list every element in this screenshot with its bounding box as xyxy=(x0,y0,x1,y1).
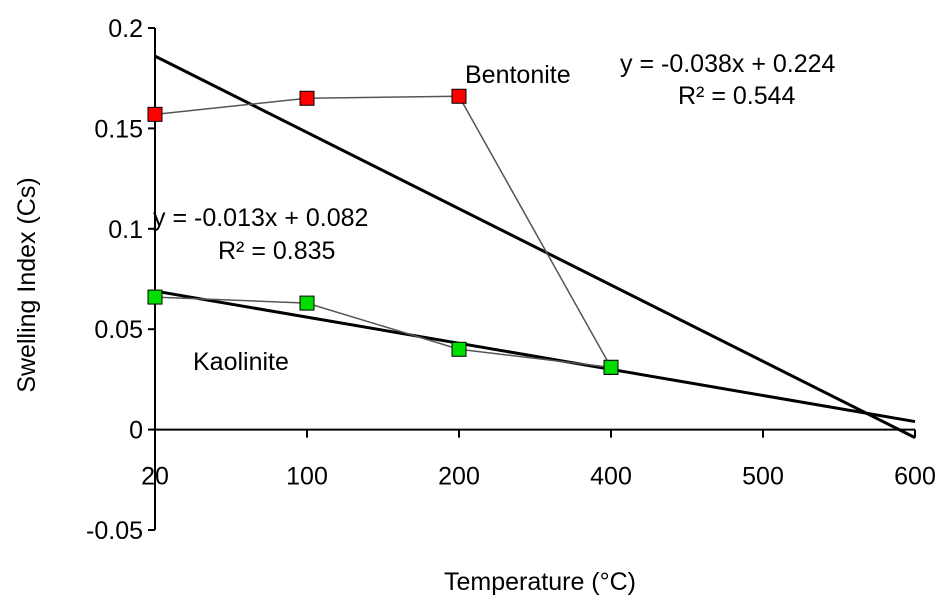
y-tick-label: 0.15 xyxy=(94,115,143,143)
trendlines xyxy=(154,54,916,439)
data-point-kaolinite xyxy=(451,341,467,357)
data-point-kaolinite xyxy=(603,359,619,375)
kaolinite-trend-r2: R² = 0.835 xyxy=(218,237,335,265)
x-tick-label: 200 xyxy=(438,463,480,491)
series-lines xyxy=(154,95,612,369)
bentonite-trend-r2: R² = 0.544 xyxy=(678,82,796,110)
axes: -0.05 0 0.05 0.1 0.15 0.2 20 100 200 400 500 600 xyxy=(86,15,935,545)
series-line-bentonite xyxy=(154,95,612,368)
trendline-bentonite xyxy=(154,54,916,439)
x-tick-label: 600 xyxy=(894,463,935,491)
x-tick-label: 500 xyxy=(742,463,784,491)
bentonite-trend-equation: y = -0.038x + 0.224 xyxy=(620,50,836,78)
x-tick-label: 100 xyxy=(286,463,328,491)
y-tick-label: -0.05 xyxy=(86,517,143,545)
y-tick-label: 0.1 xyxy=(108,216,143,244)
y-tick-label: 0.2 xyxy=(108,15,143,43)
series-line-kaolinite xyxy=(154,296,612,369)
series-label-bentonite: Bentonite xyxy=(465,61,571,89)
data-point-kaolinite xyxy=(299,295,315,311)
trendline-kaolinite xyxy=(154,289,916,424)
data-point-bentonite xyxy=(147,106,163,122)
x-tick-label: 20 xyxy=(141,463,169,491)
x-tick-label: 400 xyxy=(590,463,632,491)
kaolinite-trend-equation: y = -0.013x + 0.082 xyxy=(153,204,368,232)
x-axis-label: Temperature (°C) xyxy=(444,568,636,596)
markers xyxy=(147,88,619,375)
data-point-bentonite xyxy=(299,90,315,106)
data-point-bentonite xyxy=(451,88,467,104)
y-tick-label: 0 xyxy=(129,417,143,445)
y-axis-label: Swelling Index (Cs) xyxy=(13,177,41,392)
series-label-kaolinite: Kaolinite xyxy=(193,348,289,376)
data-point-kaolinite xyxy=(147,289,163,305)
y-tick-label: 0.05 xyxy=(94,316,143,344)
